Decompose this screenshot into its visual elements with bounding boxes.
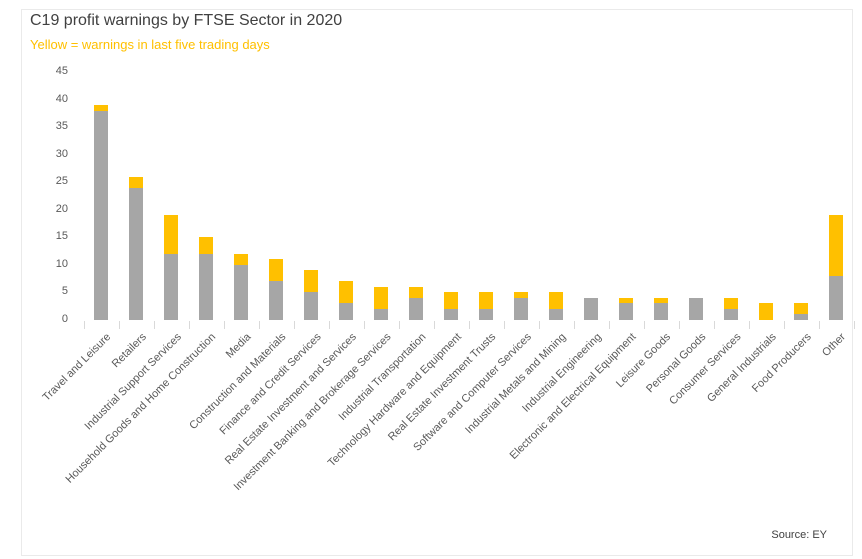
bar-real-estate-investment-and-services-gray [339,303,353,320]
bar-industrial-metals-and-mining-gray [549,308,563,320]
bar-real-estate-investment-trusts-gray [479,308,493,320]
y-axis-tick-40: 40 [55,92,68,105]
chart-subtitle: Yellow = warnings in last five trading d… [30,37,270,52]
bar-investment-banking-and-brokerage-services-gray [374,308,388,320]
x-axis-tick-mark [188,321,190,329]
bar-retailers-gray [129,187,143,320]
bar-media-gray [234,264,248,320]
bar-industrial-support-services-yellow [164,215,178,254]
y-axis-tick-20: 20 [55,202,68,215]
bar-consumer-services-gray [724,308,738,320]
bar-real-estate-investment-trusts-yellow [479,292,493,309]
x-axis-tick-mark [818,321,820,329]
x-axis-tick-mark [258,321,260,329]
bar-travel-and-leisure-gray [94,110,108,320]
bar-leisure-goods-gray [654,303,668,320]
bar-technology-hardware-and-equipment-yellow [444,292,458,309]
bar-industrial-metals-and-mining-yellow [549,292,563,309]
x-axis-tick-mark [433,321,435,329]
bar-software-and-computer-services-gray [514,297,528,320]
y-axis-tick-5: 5 [61,285,68,298]
x-axis-tick-mark [223,321,225,329]
x-axis-tick-mark [363,321,365,329]
source-label: Source: EY [771,529,827,541]
y-axis-tick-10: 10 [55,257,68,270]
y-axis-tick-45: 45 [55,65,68,77]
bar-industrial-engineering-gray [584,297,598,320]
x-axis-tick-mark [678,321,680,329]
bar-media-yellow [234,253,248,265]
bar-investment-banking-and-brokerage-services-yellow [374,286,388,309]
x-axis-tick-mark [293,321,295,329]
bar-electronic-and-electrical-equipment-yellow [619,297,633,304]
x-axis-tick-mark [713,321,715,329]
y-axis-tick-35: 35 [55,120,68,133]
chart-frame [21,9,853,556]
bar-other-gray [829,275,843,320]
bar-industrial-transportation-yellow [409,286,423,298]
x-axis-tick-mark [468,321,470,329]
x-axis-tick-mark [853,321,855,329]
x-axis-tick-mark [643,321,645,329]
bar-personal-goods-gray [689,297,703,320]
bar-industrial-transportation-gray [409,297,423,320]
x-axis-tick-mark [783,321,785,329]
bar-construction-and-materials-yellow [269,259,283,282]
bar-travel-and-leisure-yellow [94,105,108,111]
chart-title: C19 profit warnings by FTSE Sector in 20… [30,12,343,29]
y-axis-tick-15: 15 [55,230,68,243]
x-axis-tick-mark [118,321,120,329]
bar-food-producers-yellow [794,303,808,315]
bar-general-industrials-yellow [759,303,773,320]
x-axis-tick-mark [503,321,505,329]
bar-electronic-and-electrical-equipment-gray [619,303,633,320]
bar-construction-and-materials-gray [269,281,283,320]
x-axis-tick-mark [328,321,330,329]
x-axis-tick-mark [748,321,750,329]
bar-retailers-yellow [129,176,143,188]
bar-household-goods-and-home-construction-gray [199,253,213,320]
x-axis-tick-mark [398,321,400,329]
bar-real-estate-investment-and-services-yellow [339,281,353,304]
x-axis-tick-mark [573,321,575,329]
y-axis-tick-30: 30 [55,147,68,160]
bar-software-and-computer-services-yellow [514,292,528,298]
bar-leisure-goods-yellow [654,297,668,304]
bar-other-yellow [829,215,843,276]
bar-technology-hardware-and-equipment-gray [444,308,458,320]
y-axis-tick-25: 25 [55,175,68,188]
x-axis-tick-mark [608,321,610,329]
bar-finance-and-credit-services-yellow [304,270,318,293]
bar-industrial-support-services-gray [164,253,178,320]
x-axis-tick-mark [83,321,85,329]
bar-food-producers-gray [794,314,808,320]
x-axis-tick-mark [153,321,155,329]
y-axis-tick-0: 0 [61,313,68,325]
x-axis-tick-mark [538,321,540,329]
bar-finance-and-credit-services-gray [304,292,318,320]
bar-household-goods-and-home-construction-yellow [199,237,213,254]
bar-consumer-services-yellow [724,297,738,309]
